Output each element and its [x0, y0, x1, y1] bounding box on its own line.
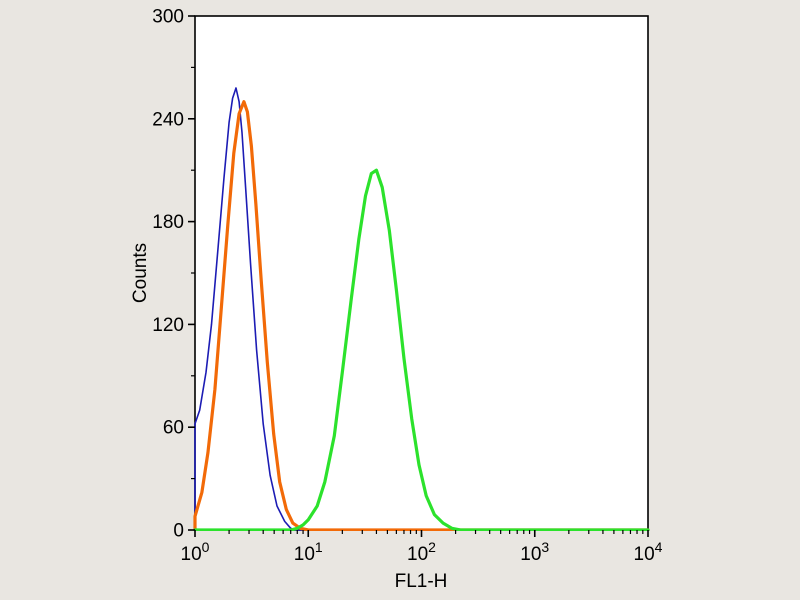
y-tick-label: 60: [163, 418, 184, 439]
y-tick-label: 180: [152, 212, 184, 233]
y-tick-label: 120: [152, 315, 184, 336]
plot-area: [195, 16, 648, 530]
y-tick-label: 300: [152, 7, 184, 28]
x-axis-title: FL1-H: [395, 571, 448, 592]
y-tick-label: 240: [152, 109, 184, 130]
x-tick-label: 101: [294, 539, 323, 565]
series-green-curve: [193, 168, 650, 531]
series-orange-curve: [193, 100, 650, 531]
x-tick-label: 104: [634, 539, 663, 565]
series-blue-curve: [194, 87, 649, 531]
y-axis-title: Counts: [130, 243, 151, 303]
x-tick-label: 103: [520, 539, 549, 565]
chart-render-layer: 100 101 102 103 104 0 60 120 180 240 300: [152, 7, 662, 566]
x-tick-label: 102: [407, 539, 436, 565]
y-tick-label: 0: [173, 521, 184, 542]
x-tick-label: 100: [181, 539, 210, 565]
